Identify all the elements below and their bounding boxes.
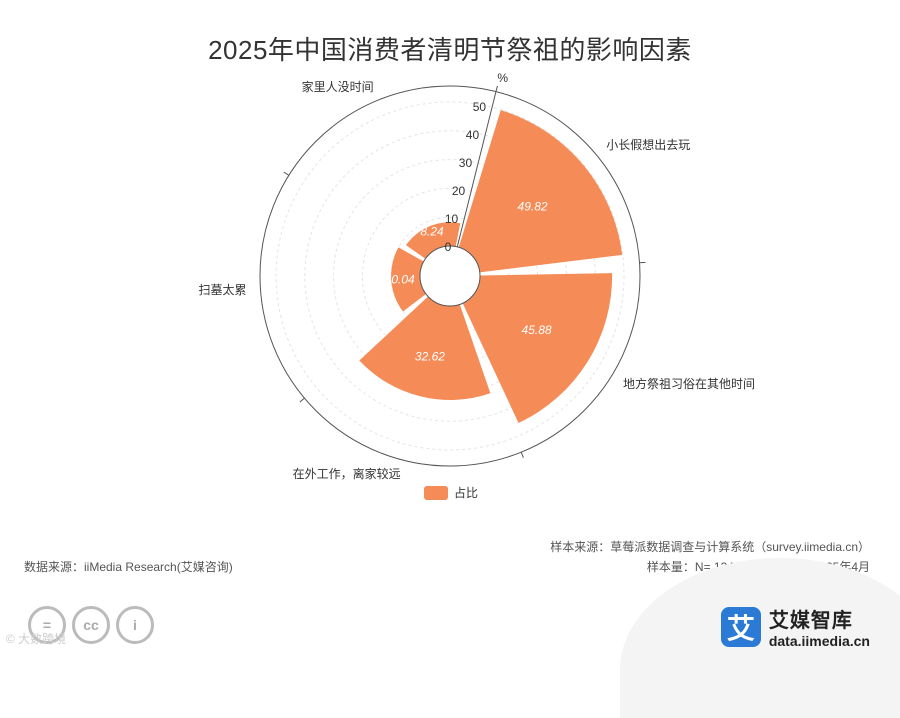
value-label: 49.82 xyxy=(518,200,548,214)
value-label: 10.04 xyxy=(385,273,415,287)
sector-group xyxy=(359,110,622,423)
radial-unit-label: % xyxy=(497,71,508,85)
outer-tick xyxy=(300,398,305,402)
radial-tick-label: 50 xyxy=(473,100,487,114)
brand-url: data.iimedia.cn xyxy=(769,633,870,649)
sector-bar[interactable] xyxy=(463,273,612,423)
value-label: 8.24 xyxy=(420,225,444,239)
radial-tick-label: 20 xyxy=(452,184,466,198)
polar-bar-chart: 0 10 20 30 40 50% 49.82 小长假想出去玩 45.88 地方祭祖习俗在其他时… xyxy=(0,0,900,520)
radial-tick-label: 30 xyxy=(459,156,473,170)
sample-source: 样本来源：草莓派数据调查与计算系统（survey.iimedia.cn） xyxy=(550,538,870,555)
legend-swatch xyxy=(424,486,448,500)
watermark: © 大数跨境 xyxy=(6,630,66,647)
outer-tick xyxy=(496,86,497,92)
category-label: 家里人没时间 xyxy=(302,79,374,94)
outer-tick xyxy=(284,172,289,175)
data-source: 数据来源：iiMedia Research(艾媒咨询) xyxy=(24,558,233,575)
brand-name: 艾媒智库 xyxy=(769,604,870,633)
cc-attribution-icon: i xyxy=(116,606,154,644)
outer-tick xyxy=(521,452,523,458)
brand-logo-icon: 艾 xyxy=(721,607,761,647)
sector-bar[interactable] xyxy=(459,110,622,272)
value-label: 45.88 xyxy=(522,323,552,337)
legend[interactable]: 占比 xyxy=(424,484,478,501)
radial-tick-label: 0 xyxy=(445,240,452,254)
brand[interactable]: 艾 艾媒智库 data.iimedia.cn xyxy=(721,604,870,649)
radial-tick-label: 10 xyxy=(445,212,459,226)
inner-circle xyxy=(420,246,480,306)
legend-label: 占比 xyxy=(454,484,478,501)
cc-icon: cc xyxy=(72,606,110,644)
value-label: 32.62 xyxy=(415,350,445,364)
category-label: 地方祭祖习俗在其他时间 xyxy=(623,376,755,391)
category-label: 在外工作，离家较远 xyxy=(293,466,401,481)
category-label: 小长假想出去玩 xyxy=(606,137,690,152)
category-label: 扫墓太累 xyxy=(198,282,246,297)
radial-tick-label: 40 xyxy=(466,128,480,142)
